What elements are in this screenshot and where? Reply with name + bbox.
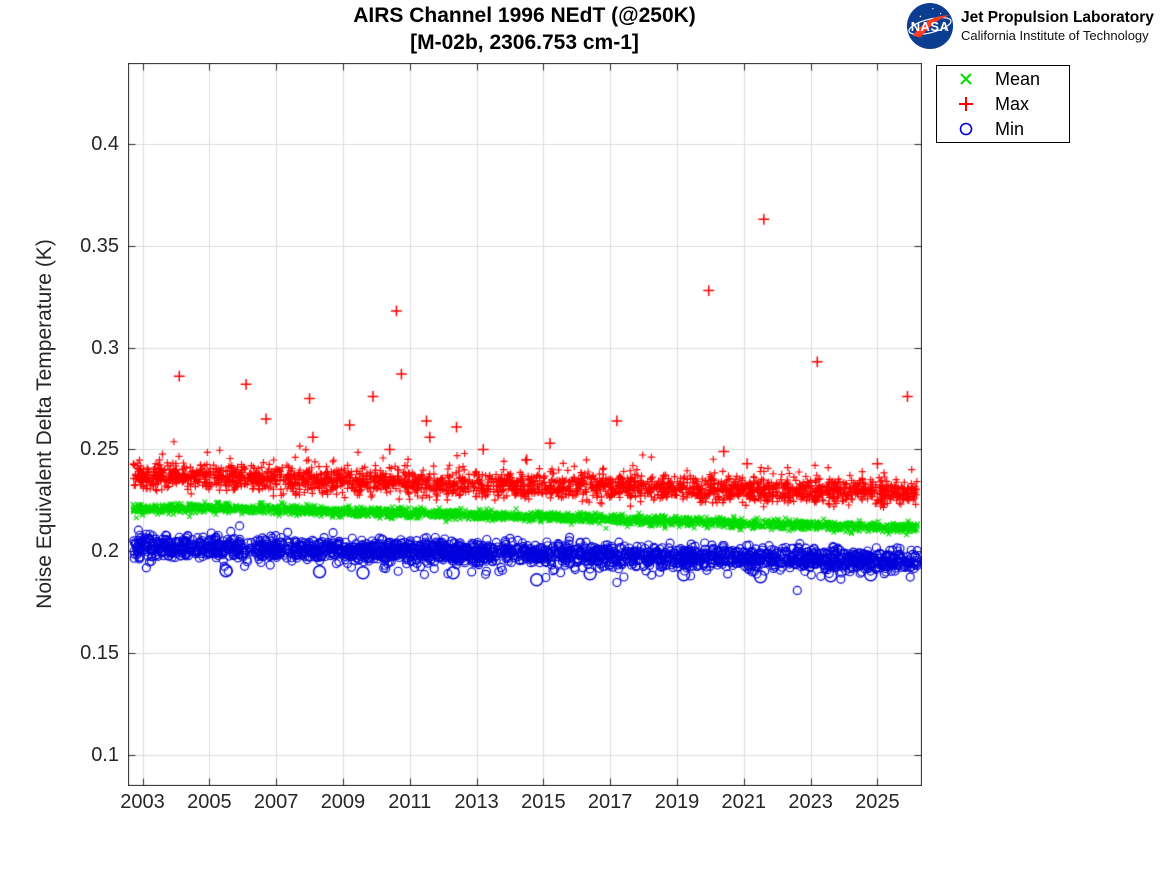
x-tick-label: 2007	[253, 791, 299, 813]
legend-label-min: Min	[995, 118, 1025, 139]
chart-title-line1: AIRS Channel 1996 NEdT (@250K)	[353, 4, 696, 27]
x-tick-label: 2019	[654, 791, 700, 813]
legend-label-mean: Mean	[995, 68, 1041, 89]
nasa-insignia-text: NASA	[911, 19, 950, 34]
legend-mean-glyph	[960, 73, 972, 85]
legend-label-max: Max	[995, 93, 1030, 114]
legend-max-glyph	[959, 97, 973, 111]
x-tick-label: 2003	[120, 791, 165, 813]
x-tick-label: 2009	[320, 791, 366, 813]
y-tick-label: 0.1	[91, 743, 119, 766]
y-tick-label: 0.3	[91, 336, 119, 359]
y-tick-label: 0.25	[80, 438, 119, 461]
x-tick-label: 2021	[721, 791, 767, 813]
jpl-logo-text: Jet Propulsion Laboratory California Ins…	[961, 8, 1154, 44]
plot-area	[128, 63, 922, 786]
legend-row-min: Min	[937, 117, 1069, 141]
x-tick-label: 2017	[587, 791, 633, 813]
nasa-insignia-icon: NASA	[906, 2, 954, 50]
chart-title: AIRS Channel 1996 NEdT (@250K) [M-02b, 2…	[128, 2, 921, 56]
caltech-name: California Institute of Technology	[961, 27, 1149, 43]
y-tick-label: 0.35	[80, 234, 119, 257]
legend-row-max: Max	[937, 92, 1069, 116]
x-tick-label: 2013	[454, 791, 499, 813]
x-tick-label: 2025	[855, 791, 900, 813]
x-tick-label: 2015	[521, 791, 566, 813]
chart-title-line2: [M-02b, 2306.753 cm-1]	[410, 31, 639, 54]
jpl-logo: NASA Jet Propulsion Laboratory Californi…	[906, 2, 1154, 50]
legend-min-glyph	[959, 122, 973, 136]
max-plus-marker-icon	[937, 96, 995, 112]
legend-row-mean: Mean	[937, 67, 1069, 91]
x-tick-label: 2011	[388, 791, 432, 813]
y-tick-label: 0.2	[91, 540, 119, 563]
jpl-name: Jet Propulsion Laboratory	[961, 9, 1154, 27]
min-circle-marker-icon	[937, 121, 995, 137]
y-tick-label: 0.15	[80, 642, 119, 665]
x-tick-label: 2023	[788, 791, 833, 813]
legend: Mean Max Min	[936, 65, 1070, 143]
x-tick-label: 2005	[187, 791, 232, 813]
y-axis-label-wrap: Noise Equivalent Delta Temperature (K)	[28, 63, 62, 785]
mean-x-marker-icon	[937, 72, 995, 86]
y-tick-label: 0.4	[91, 132, 119, 155]
